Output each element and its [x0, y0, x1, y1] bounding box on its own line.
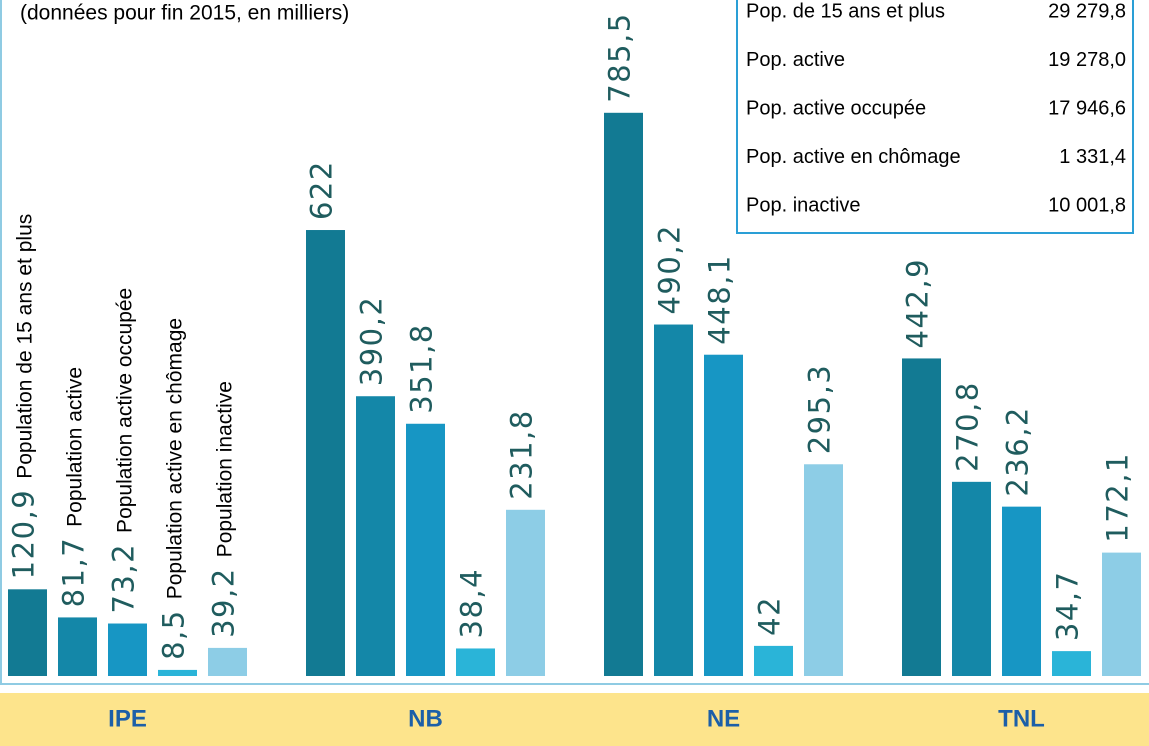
value-label: 442,9	[901, 258, 935, 349]
bar	[406, 423, 445, 676]
value-label: 490,2	[653, 224, 687, 315]
category-band	[0, 693, 1149, 746]
value-label: 120,9 Population de 15 ans et plus	[7, 214, 41, 580]
value-label: 270,8	[951, 381, 985, 472]
category-label: NB	[408, 705, 443, 732]
bar	[356, 396, 395, 676]
subtitle: (données pour fin 2015, en milliers)	[20, 2, 349, 25]
value-label: 236,2	[1001, 406, 1035, 497]
value-label: 785,5	[603, 12, 637, 103]
value-label: 34,7	[1051, 571, 1085, 642]
table-label: Pop. de 15 ans et plus	[746, 0, 945, 22]
category-label: NE	[707, 705, 740, 732]
legend-label: Population active en chômage	[163, 318, 186, 599]
bar	[654, 324, 693, 676]
bar	[506, 509, 545, 676]
value-label: 172,1	[1101, 452, 1135, 543]
value-label: 8,5 Population active en chômage	[157, 318, 191, 660]
table-value: 10 001,8	[1048, 194, 1126, 216]
value-label: 8,5	[157, 609, 191, 660]
table-value: 17 946,6	[1048, 97, 1126, 119]
value-label: 42	[753, 596, 787, 636]
value-label: 390,2	[355, 296, 389, 387]
value-label: 295,3	[803, 364, 837, 455]
legend-label: Population inactive	[213, 381, 236, 557]
value-label: 81,7 Population active	[57, 367, 91, 608]
value-label: 38,4	[455, 568, 489, 639]
value-label: 448,1	[703, 254, 737, 345]
bar	[208, 647, 247, 676]
value-label: 270,8	[951, 381, 985, 472]
bar	[952, 481, 991, 676]
table-value: 1 331,4	[1059, 146, 1126, 168]
value-label: 42	[753, 596, 787, 636]
value-label: 231,8	[505, 409, 539, 500]
value-label: 39,2 Population inactive	[207, 381, 241, 638]
legend-label: Population active	[63, 367, 86, 527]
value-label: 172,1	[1101, 452, 1135, 543]
bar	[1002, 506, 1041, 676]
value-label: 442,9	[901, 258, 935, 349]
value-label: 448,1	[703, 254, 737, 345]
value-label: 34,7	[1051, 571, 1085, 642]
table-label: Pop. active en chômage	[746, 146, 961, 168]
value-label: 351,8	[405, 323, 439, 414]
value-label: 73,2	[107, 543, 141, 614]
value-label: 81,7	[57, 537, 91, 608]
value-label: 231,8	[505, 409, 539, 500]
bar	[704, 354, 743, 676]
bar	[58, 617, 97, 676]
value-label: 39,2	[207, 567, 241, 638]
summary-table	[736, 0, 1134, 234]
value-label: 622	[305, 160, 339, 220]
table-label: Pop. active	[746, 49, 845, 71]
bar	[8, 589, 47, 676]
legend-label: Population de 15 ans et plus	[13, 214, 36, 479]
bar	[804, 464, 843, 676]
value-label: 73,2 Population active occupée	[107, 288, 141, 614]
value-label: 490,2	[653, 224, 687, 315]
bar	[1102, 552, 1141, 676]
legend-label: Population active occupée	[113, 288, 136, 533]
bar	[108, 623, 147, 676]
category-label: IPE	[108, 705, 147, 732]
value-label: 622	[305, 160, 339, 220]
value-label: 785,5	[603, 12, 637, 103]
value-label: 236,2	[1001, 406, 1035, 497]
value-label: 38,4	[455, 568, 489, 639]
table-value: 19 278,0	[1048, 49, 1126, 71]
bar	[1052, 651, 1091, 676]
category-label: TNL	[998, 705, 1045, 732]
value-label: 390,2	[355, 296, 389, 387]
value-label: 351,8	[405, 323, 439, 414]
bar	[902, 358, 941, 676]
bar	[306, 230, 345, 676]
bar	[604, 112, 643, 676]
table-value: 29 279,8	[1048, 0, 1126, 22]
table-label: Pop. inactive	[746, 194, 861, 216]
bar	[754, 645, 793, 676]
table-label: Pop. active occupée	[746, 97, 926, 119]
bar	[456, 648, 495, 676]
value-label: 120,9	[7, 489, 41, 580]
value-label: 295,3	[803, 364, 837, 455]
bar	[158, 669, 197, 676]
